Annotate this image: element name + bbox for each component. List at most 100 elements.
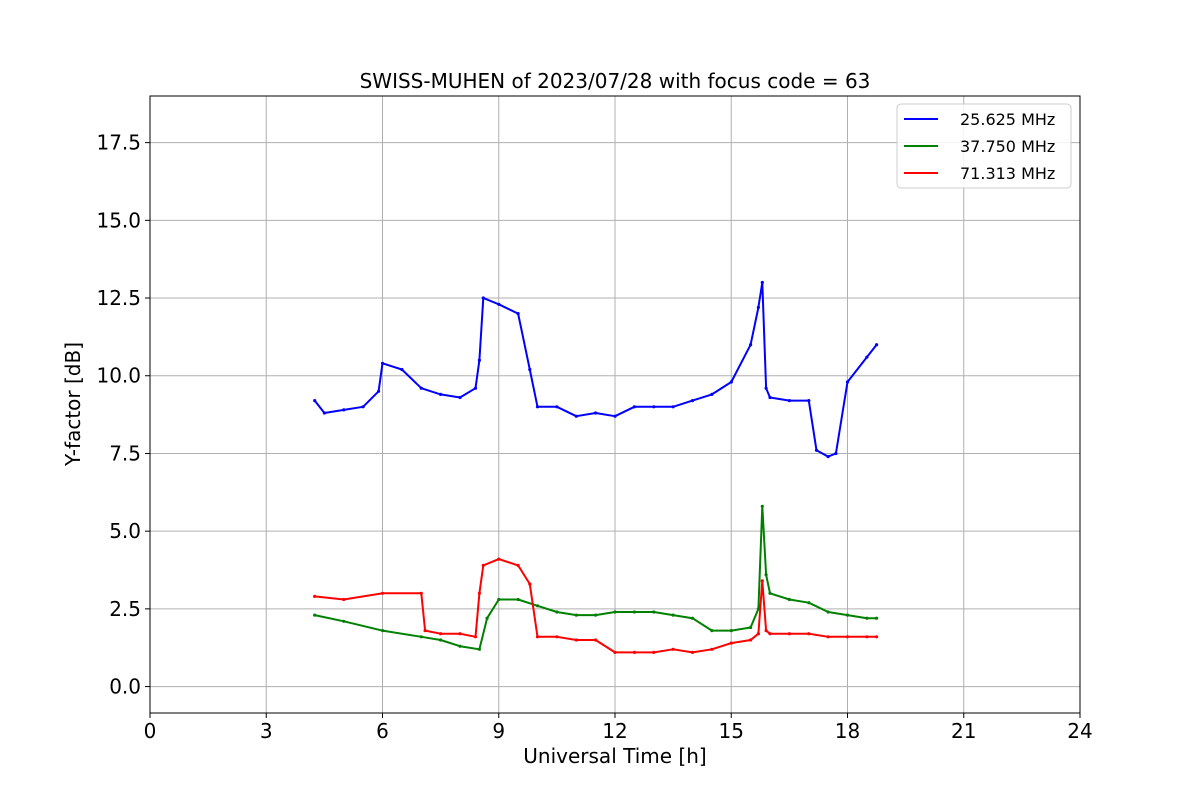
data-point	[632, 610, 637, 614]
x-tick-label: 15	[719, 719, 744, 743]
data-point	[535, 604, 540, 608]
y-tick-label: 2.5	[109, 597, 141, 621]
data-point	[400, 367, 404, 372]
data-point	[516, 597, 520, 602]
legend-label: 37.750 MHz	[960, 137, 1055, 156]
data-point	[313, 613, 317, 617]
y-tick-label: 7.5	[109, 441, 141, 465]
data-point	[485, 616, 489, 620]
y-tick-label: 0.0	[109, 675, 141, 699]
data-point	[760, 280, 764, 285]
data-point	[865, 635, 869, 639]
data-point	[729, 641, 733, 645]
data-point	[826, 610, 830, 614]
data-point	[516, 563, 520, 568]
data-point	[439, 632, 443, 636]
data-point	[497, 302, 501, 306]
data-point	[875, 343, 879, 347]
series-line-2	[314, 505, 877, 651]
data-point	[574, 638, 578, 642]
data-point	[342, 619, 346, 623]
data-point	[807, 632, 811, 636]
data-point	[671, 613, 675, 617]
x-axis-label: Universal Time [h]	[523, 744, 706, 768]
data-point	[845, 613, 850, 617]
data-point	[342, 597, 346, 602]
data-point	[652, 610, 656, 614]
data-point	[764, 573, 768, 577]
legend-label: 25.625 MHz	[960, 110, 1055, 129]
data-point	[807, 399, 811, 403]
x-tick-label: 9	[492, 719, 505, 743]
data-point	[419, 386, 423, 390]
data-point	[632, 650, 637, 655]
data-point	[322, 411, 326, 415]
data-point	[477, 358, 481, 362]
data-point	[764, 386, 768, 390]
data-point	[826, 455, 830, 459]
data-point	[690, 616, 695, 620]
data-point	[439, 638, 443, 642]
x-tick-label: 12	[602, 719, 627, 743]
y-axis-label: Y-factor [dB]	[61, 342, 85, 467]
data-point	[313, 594, 317, 599]
x-tick-label: 6	[376, 719, 389, 743]
data-point	[756, 632, 761, 636]
data-point	[690, 399, 695, 403]
series-line-1	[313, 281, 878, 458]
data-point	[845, 380, 850, 384]
data-point	[865, 616, 869, 620]
data-point	[764, 629, 768, 633]
data-point	[760, 504, 764, 508]
x-tick-label: 18	[835, 719, 860, 743]
data-point	[594, 411, 598, 415]
y-axis-ticks: 0.0 2.5 5.0 7.5 10.0 12.5 15.0 17.5	[96, 131, 150, 699]
data-point	[594, 613, 598, 617]
data-point	[555, 405, 559, 409]
data-point	[528, 367, 532, 372]
data-point	[516, 312, 520, 316]
y-tick-label: 15.0	[96, 208, 141, 232]
data-point	[313, 399, 317, 403]
data-point	[729, 629, 733, 633]
data-point	[574, 613, 578, 617]
data-point	[652, 405, 656, 409]
data-point	[756, 305, 761, 309]
data-point	[729, 380, 733, 384]
data-point	[342, 408, 346, 412]
data-point	[749, 343, 753, 347]
legend-label: 71.313 MHz	[960, 164, 1055, 183]
data-point	[473, 635, 478, 639]
data-point	[613, 414, 617, 418]
data-point	[749, 638, 753, 642]
y-tick-label: 5.0	[109, 519, 141, 543]
data-point	[814, 448, 819, 452]
data-point	[380, 629, 385, 633]
data-point	[865, 355, 869, 359]
data-point	[710, 629, 714, 633]
data-point	[671, 647, 675, 651]
data-point	[574, 414, 578, 418]
data-point	[477, 647, 481, 651]
data-point	[875, 635, 879, 639]
x-tick-label: 21	[951, 719, 976, 743]
x-tick-label: 24	[1067, 719, 1092, 743]
data-point	[380, 591, 385, 595]
data-point	[710, 392, 714, 396]
chart-title: SWISS-MUHEN of 2023/07/28 with focus cod…	[360, 69, 871, 93]
x-tick-label: 3	[260, 719, 273, 743]
x-axis-ticks: 0 3 6 9 12 15 18 21 24	[144, 713, 1093, 743]
data-point	[380, 361, 385, 365]
data-point	[477, 591, 481, 595]
data-point	[497, 557, 501, 561]
y-tick-label: 12.5	[96, 286, 141, 310]
data-point	[613, 610, 617, 614]
data-point	[787, 632, 792, 636]
data-point	[377, 389, 381, 393]
data-point	[555, 610, 559, 614]
data-point	[768, 591, 772, 595]
data-point	[834, 451, 838, 456]
data-point	[481, 563, 485, 568]
data-point	[690, 650, 695, 655]
